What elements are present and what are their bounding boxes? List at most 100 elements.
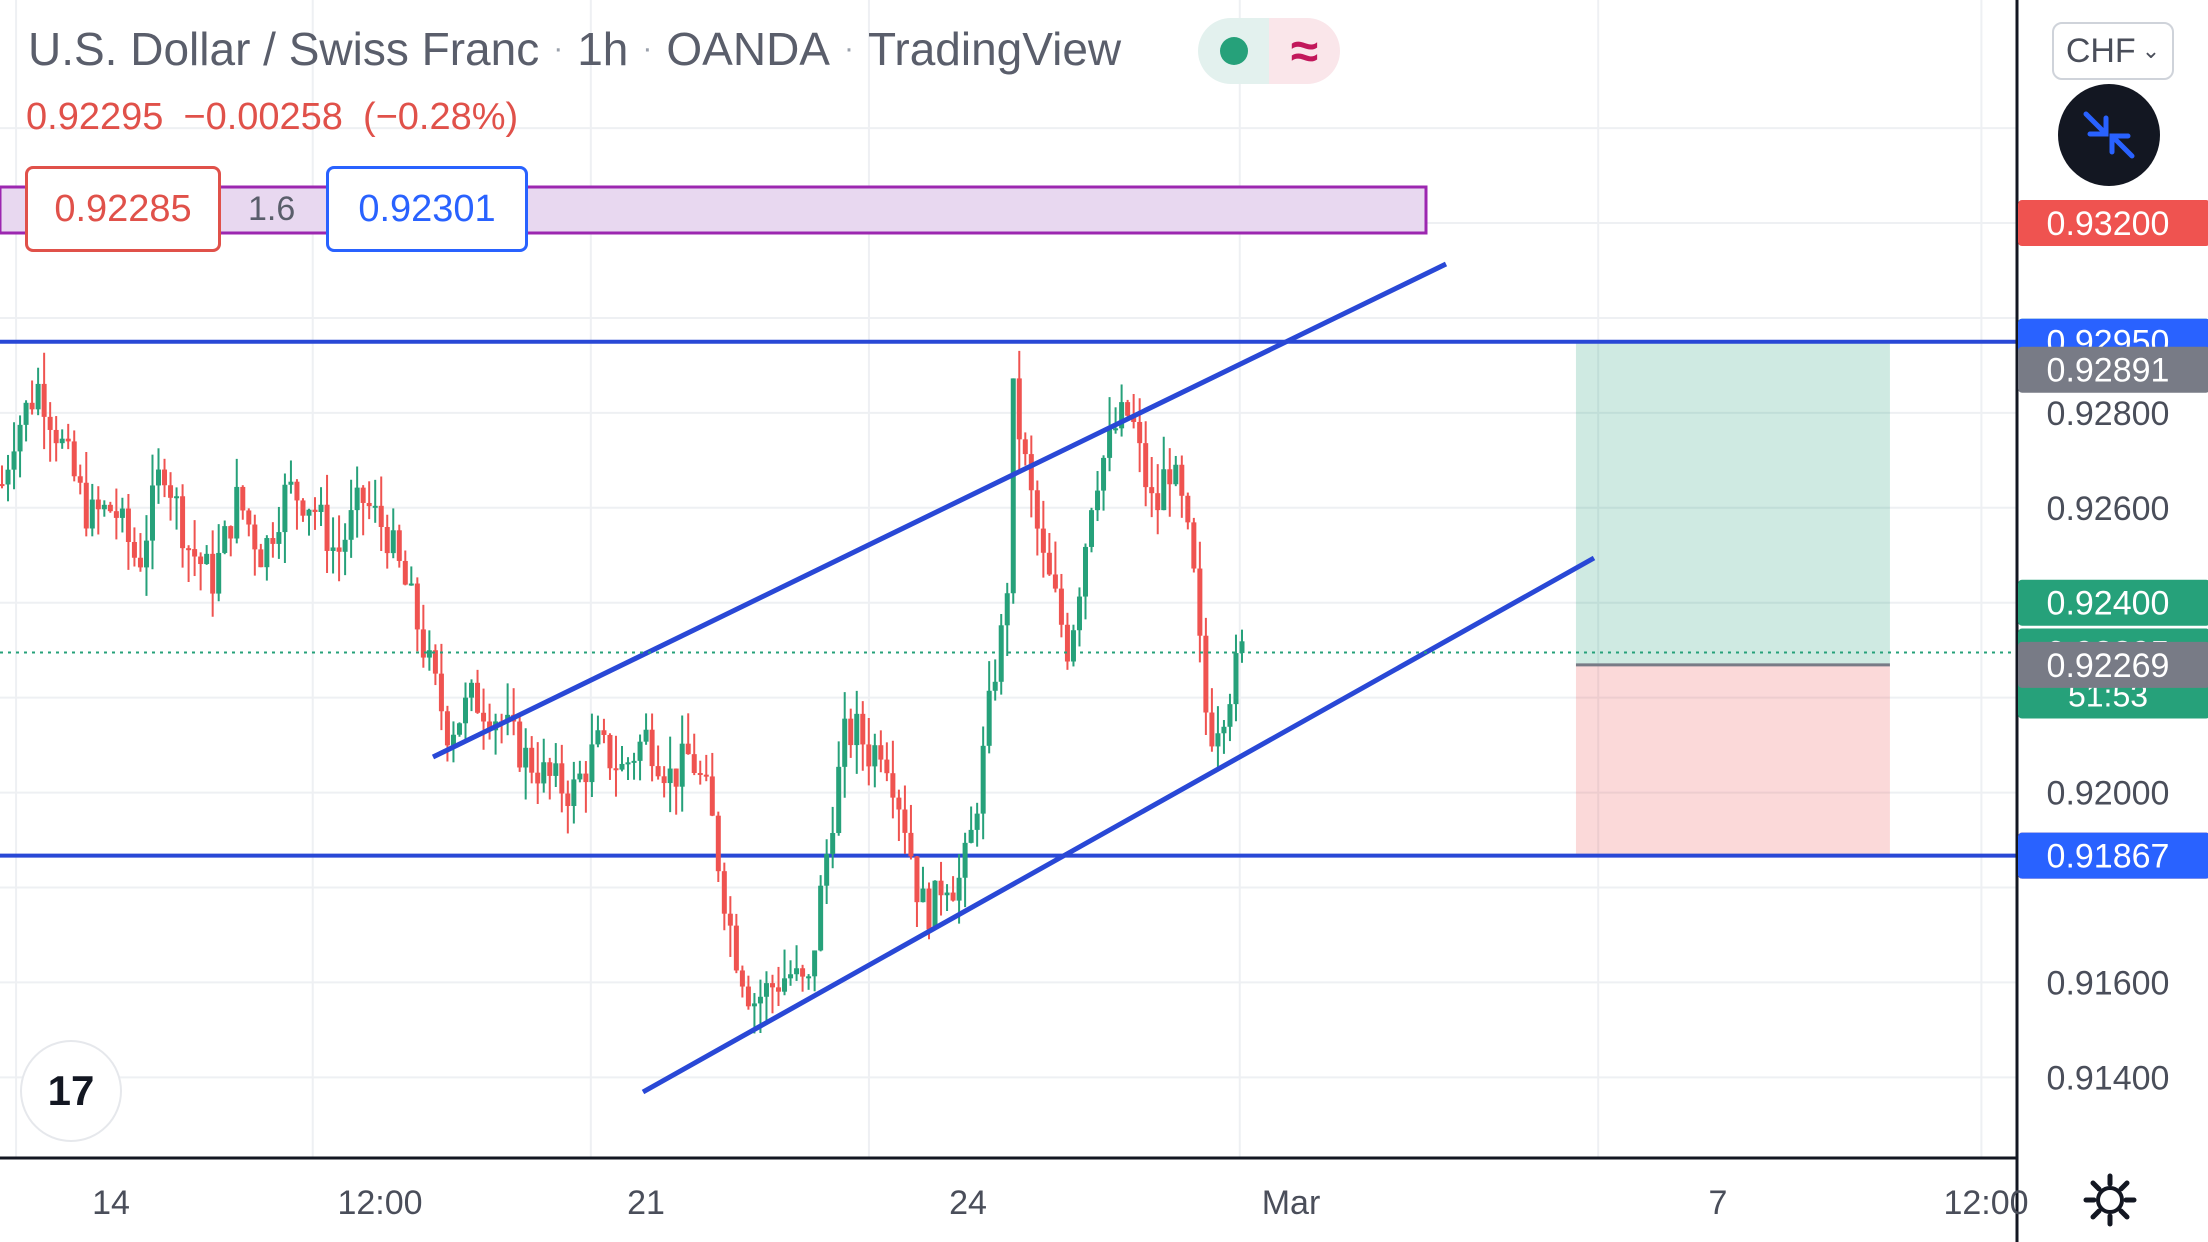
buy-button[interactable]: 0.92301 [326,166,528,252]
candle-body [661,776,667,784]
candle-body [378,505,384,527]
candle-body [523,747,529,768]
candle [438,643,444,731]
candle [812,950,818,992]
candle [571,761,577,824]
candle [848,708,854,758]
candle-body [908,832,914,857]
candle [902,785,908,854]
candle [1221,720,1227,754]
candle [818,875,824,952]
candle-body [697,773,703,776]
price-axis-badge: 0.92269 [2018,641,2208,688]
candle [149,454,155,570]
candle [697,760,703,785]
candle [228,525,234,557]
candle [1107,397,1113,472]
market-status[interactable]: ≈ [1198,18,1340,84]
candle [240,485,246,520]
candle [601,718,607,744]
candle-body [529,747,535,773]
candle [450,721,456,763]
candle-body [475,682,481,713]
candle-body [414,583,420,630]
candle [300,498,306,522]
candle [354,466,360,538]
candle-body [649,729,655,767]
candle [806,974,812,990]
candle-body [1010,378,1016,594]
candle [643,713,649,745]
candle-body [757,996,763,1004]
candle-body [318,504,324,512]
gear-icon[interactable] [2082,1172,2138,1228]
candle [426,630,432,671]
candle-body [282,484,288,533]
broker: OANDA [666,23,830,75]
price-axis: 0.91400 0.91600 0.92000 0.92600 0.92800 0.932… [2015,0,2208,1242]
candle [330,517,336,574]
candle-body [264,538,270,568]
candle-body [1209,712,1215,747]
candle [1058,573,1064,638]
candle-body [992,681,998,691]
candle [1161,436,1167,511]
candle [168,472,174,521]
collapse-button[interactable] [2058,84,2160,186]
candle-body [65,438,71,442]
symbol-header[interactable]: U.S. Dollar / Swiss Franc · 1h · OANDA ·… [28,23,1122,75]
sell-button[interactable]: 0.92285 [25,166,221,252]
candle [469,679,475,712]
candle-body [980,745,986,814]
candle [1149,456,1155,518]
candle-body [1064,624,1070,662]
candle-body [1028,454,1034,491]
candle-body [1016,378,1022,440]
candle-body [47,416,53,430]
candle-body [137,557,143,568]
candle-body [962,842,968,878]
candle-body [119,508,125,518]
candle [71,430,77,482]
candle-body [83,482,89,529]
candle-body [739,970,745,987]
interval[interactable]: 1h [577,23,629,75]
bid-ask-band [0,185,1428,235]
candle-body [1179,464,1185,496]
candle-body [360,487,366,503]
candle [29,380,35,415]
last-price: 0.92295 [26,96,164,138]
tradingview-logo[interactable]: 17 [22,1042,120,1140]
candle [1215,706,1221,769]
candle-body [691,754,697,774]
candle [505,683,511,736]
candle [920,866,926,903]
candle [342,523,348,576]
candle [1233,634,1239,722]
candle-body [1089,510,1095,547]
candle [107,501,113,513]
candle [1113,407,1119,434]
candle-body [1082,546,1088,597]
candle-body [162,469,168,486]
candle-body [896,797,902,810]
candle [589,713,595,798]
candle-body [1119,402,1125,429]
candle-body [836,766,842,834]
candle [769,974,775,1014]
candle [234,458,240,544]
candle-body [589,744,595,783]
candle [547,757,553,800]
candle [685,713,691,755]
candle [0,465,5,489]
candle-body [186,548,192,551]
candle-body [174,496,180,499]
candle-body [101,504,107,510]
candle [788,960,794,986]
candle [896,789,902,842]
candle [143,515,149,596]
currency-selector[interactable]: CHF ⌄ [2052,22,2174,80]
candle [372,479,378,523]
candle-body [252,524,258,550]
